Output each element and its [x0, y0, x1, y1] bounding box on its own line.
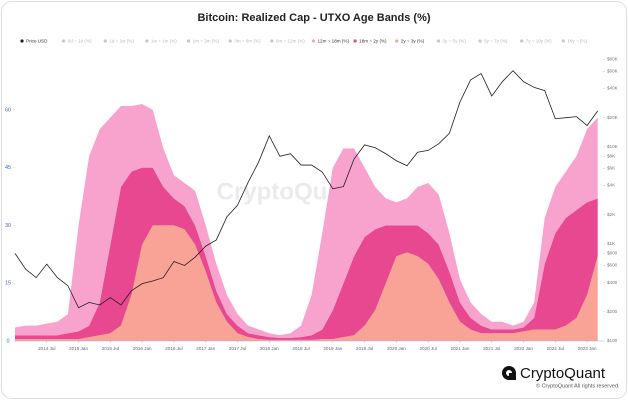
y-tick-label: 15	[5, 281, 11, 287]
legend-label: 1d ~ 1w (%)	[109, 39, 134, 44]
legend-marker	[478, 39, 482, 43]
legend-marker	[270, 39, 274, 43]
y2-tick-label: $100	[607, 338, 618, 343]
price-line	[14, 70, 599, 309]
legend-label: Price USD	[26, 39, 48, 44]
x-tick-label: 2018 Jan	[260, 346, 279, 351]
y2-tick-label: $60K	[607, 69, 619, 74]
legend-marker	[395, 39, 399, 43]
y2-tick-label: $1K	[607, 241, 616, 246]
x-tick-label: 2014 Jul	[38, 346, 55, 351]
x-tick-label: 2021 Jul	[483, 346, 500, 351]
area-band	[15, 225, 598, 341]
y2-tick-label: $800	[607, 251, 618, 256]
x-tick-label: 2016 Jul	[165, 346, 182, 351]
y2-tick-label: $2K	[607, 212, 616, 217]
x-tick-label: 2023 Jan	[578, 346, 597, 351]
y-tick-label: 0	[6, 338, 9, 344]
legend-label: 3y ~ 5y (%)	[442, 39, 466, 44]
brand-logo	[502, 366, 516, 380]
legend-marker	[145, 39, 149, 43]
legend-label: 18m ~ 2y (%)	[359, 39, 387, 44]
area-band	[15, 104, 598, 338]
y2-tick-label: $200	[607, 309, 618, 314]
y2-tick-label: $400	[607, 280, 618, 285]
x-tick-label: 2017 Jul	[229, 346, 246, 351]
legend-marker	[520, 39, 524, 43]
legend-marker	[436, 39, 441, 43]
x-tick-label: 2016 Jan	[133, 346, 152, 351]
y2-tick-label: $20K	[607, 115, 619, 120]
plot-area	[14, 70, 599, 341]
legend-label: 1w ~ 1m (%)	[151, 39, 177, 44]
x-tick-label: 2022 Jan	[514, 346, 533, 351]
y2-tick-label: $40K	[607, 86, 619, 91]
copyright: © CryptoQuant All rights reserved.	[536, 382, 620, 389]
brand: CryptoQuant	[520, 365, 606, 382]
x-tick-label: 2020 Jan	[387, 346, 406, 351]
y2-tick-label: $6K	[607, 166, 616, 171]
legend-label: 3m ~ 6m (%)	[234, 39, 261, 44]
legend-marker	[311, 39, 316, 43]
legend-marker	[186, 39, 191, 43]
legend-label: 6m ~ 12m (%)	[276, 39, 305, 44]
x-tick-label: 2019 Jan	[323, 346, 342, 351]
x-tick-label: 2021 Jan	[451, 346, 470, 351]
y2-tick-label: $80K	[607, 56, 619, 61]
x-tick-label: 2019 Jul	[356, 346, 373, 351]
chart-title: Bitcoin: Realized Cap - UTXO Age Bands (…	[197, 12, 430, 24]
area-band	[15, 167, 598, 340]
legend-label: 7y ~ 10y (%)	[526, 39, 552, 44]
legend-marker	[103, 39, 107, 43]
y2-tick-label: $10K	[607, 144, 619, 149]
legend-label: 0d ~ 1d (%)	[68, 39, 92, 44]
legend-label: 12m ~ 18m (%)	[318, 39, 350, 44]
x-tick-label: 2020 Jul	[420, 346, 437, 351]
y-tick-label: 30	[5, 223, 11, 229]
x-tick-label: 2015 Jul	[102, 346, 119, 351]
x-tick-label: 2022 Jul	[547, 346, 564, 351]
y2-tick-label: $4K	[607, 183, 616, 188]
y2-tick-label: $600	[607, 263, 618, 268]
legend-marker	[561, 39, 565, 43]
legend-label: 1m ~ 3m (%)	[193, 39, 220, 44]
legend-marker	[62, 39, 66, 43]
y-tick-label: 45	[5, 165, 11, 171]
legend-marker	[353, 39, 357, 43]
x-tick-label: 2015 Jan	[69, 346, 88, 351]
y2-tick-label: $8K	[607, 154, 616, 159]
x-tick-label: 2018 Jul	[292, 346, 309, 351]
legend-label: 10y ~ (%)	[567, 39, 587, 44]
legend-marker	[228, 39, 232, 43]
legend-label: 2y ~ 3y (%)	[401, 39, 425, 44]
legend-label: 5y ~ 7y (%)	[484, 39, 508, 44]
x-tick-label: 2017 Jan	[196, 346, 215, 351]
legend-marker	[20, 39, 24, 43]
y-tick-label: 60	[5, 107, 11, 113]
